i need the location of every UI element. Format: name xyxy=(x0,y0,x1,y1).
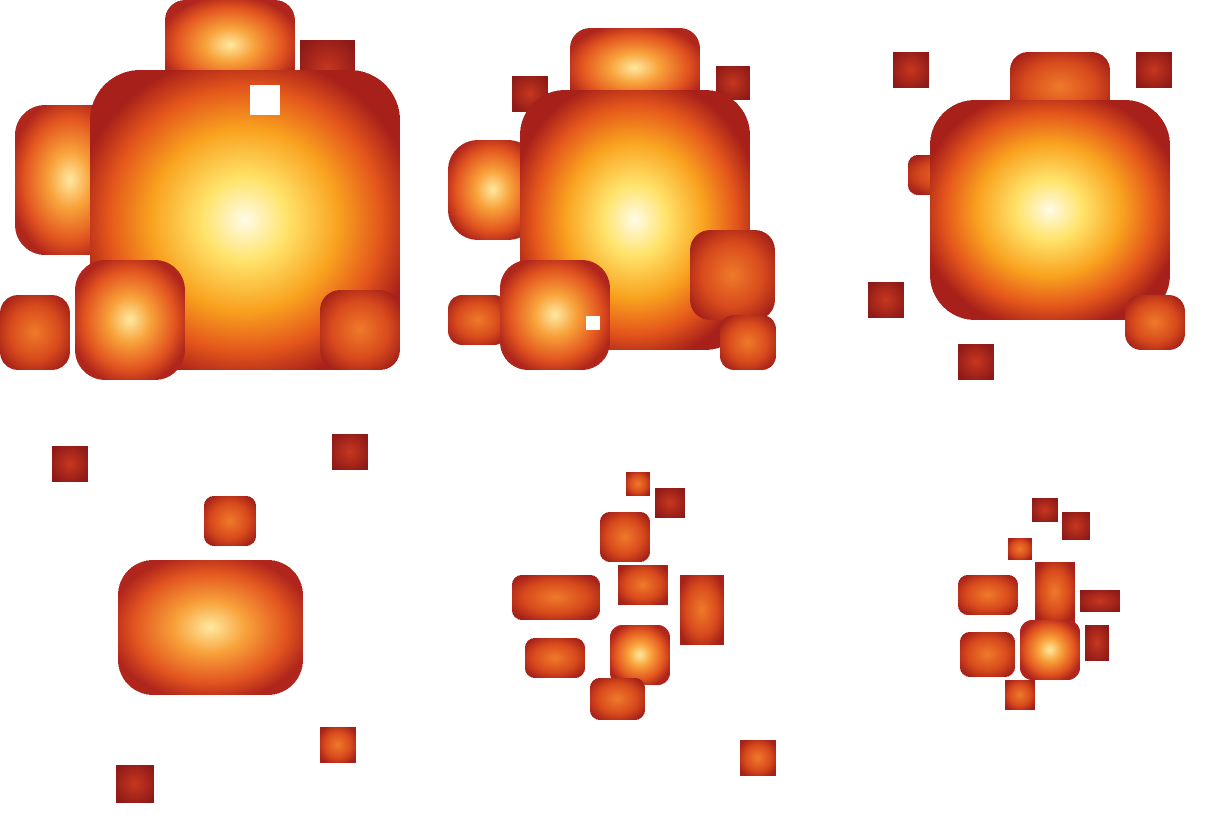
spark xyxy=(1005,680,1035,710)
puff xyxy=(720,315,776,370)
puff xyxy=(165,0,295,90)
puff xyxy=(204,496,256,546)
spark xyxy=(1080,590,1120,612)
puff xyxy=(618,565,668,605)
puff xyxy=(512,575,600,620)
spark xyxy=(655,488,685,518)
puff xyxy=(1035,562,1075,622)
frame-3 xyxy=(868,52,1185,380)
spark xyxy=(1136,52,1172,88)
spark xyxy=(958,344,994,380)
frame-5 xyxy=(512,472,776,776)
puff xyxy=(500,260,610,370)
hole xyxy=(250,85,280,115)
spark xyxy=(1008,538,1032,560)
spark xyxy=(626,472,650,496)
puff xyxy=(0,295,70,370)
spark xyxy=(1085,625,1109,661)
hole xyxy=(586,316,600,330)
core xyxy=(118,560,303,695)
frame-6 xyxy=(958,498,1120,710)
puff xyxy=(960,632,1015,677)
puff xyxy=(75,260,185,380)
puff xyxy=(320,290,400,370)
puff xyxy=(525,638,585,678)
spark xyxy=(740,740,776,776)
puff xyxy=(958,575,1018,615)
puff xyxy=(610,625,670,685)
spark xyxy=(1062,512,1090,540)
puff xyxy=(448,140,538,240)
puff xyxy=(590,678,645,720)
spark xyxy=(332,434,368,470)
spark xyxy=(1032,498,1058,522)
frame-1 xyxy=(0,0,400,482)
spark xyxy=(868,282,904,318)
puff xyxy=(1020,620,1080,680)
frame-4 xyxy=(116,496,356,803)
core xyxy=(930,100,1170,320)
spark xyxy=(116,765,154,803)
frame-2 xyxy=(448,28,776,370)
puff xyxy=(570,28,700,108)
puff xyxy=(1125,295,1185,350)
puff xyxy=(448,295,508,345)
puff xyxy=(600,512,650,562)
spark xyxy=(320,727,356,763)
spark xyxy=(52,446,88,482)
puff xyxy=(690,230,775,320)
puff xyxy=(680,575,724,645)
spark xyxy=(893,52,929,88)
